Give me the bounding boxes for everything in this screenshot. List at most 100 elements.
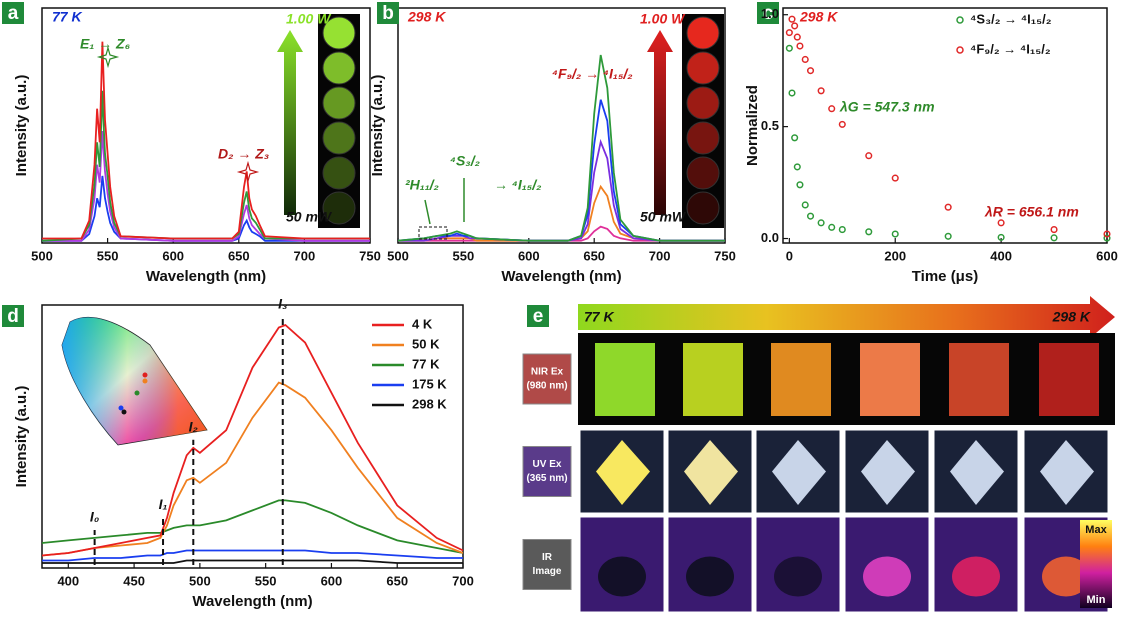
decay-point — [839, 227, 845, 233]
annotation: ²H₁₁/₂ — [405, 177, 439, 193]
x-axis-label: Wavelength (nm) — [146, 268, 266, 285]
panel-letter: e — [533, 306, 544, 327]
row-label-box — [523, 540, 571, 590]
legend-label: 4 K — [412, 316, 433, 331]
legend-label: 77 K — [412, 356, 440, 371]
gradient-start: 77 K — [584, 309, 614, 325]
decay-point — [797, 182, 803, 188]
annotation: 298 K — [407, 9, 446, 25]
decay-point — [787, 45, 793, 51]
marker-label: I₃ — [278, 296, 287, 312]
ir-sample — [686, 557, 734, 597]
decay-point — [998, 220, 1004, 226]
x-tick-label: 600 — [518, 248, 540, 263]
x-tick-label: 600 — [1096, 248, 1118, 263]
y-axis-label: Intensity (a.u.) — [369, 75, 386, 177]
marker-label: I₀ — [90, 509, 100, 525]
cie-point — [143, 373, 148, 378]
colorbar-max: Max — [1085, 524, 1107, 536]
emission-photo — [323, 157, 355, 189]
x-tick-label: 400 — [990, 248, 1012, 263]
x-tick-label: 0 — [786, 248, 793, 263]
legend-label: 175 K — [412, 376, 447, 391]
legend-marker — [957, 47, 963, 53]
panel-letter: b — [382, 3, 394, 24]
row-label-box — [523, 354, 571, 404]
colorbar-min: Min — [1087, 594, 1106, 606]
nir-photo — [949, 343, 1009, 416]
row-label: UV Ex — [533, 459, 562, 470]
y-tick-label: 0.5 — [761, 118, 779, 133]
decay-point — [802, 202, 808, 208]
y-axis-label: Intensity (a.u.) — [13, 386, 30, 488]
row-sublabel: (365 nm) — [526, 473, 567, 484]
power-arrow — [647, 30, 673, 215]
annotation: ⁴S₃/₂ — [450, 153, 480, 169]
cie-point — [135, 391, 140, 396]
decay-point — [818, 220, 824, 226]
x-tick-label: 500 — [189, 573, 211, 588]
nir-photo — [595, 343, 655, 416]
x-tick-label: 500 — [31, 248, 53, 263]
cie-point — [119, 406, 124, 411]
annotation: D₂ → Z₃ — [218, 146, 269, 162]
decay-point — [1051, 227, 1057, 233]
annotation: E₁ → Z₆ — [80, 36, 131, 52]
decay-point — [808, 213, 814, 219]
decay-point — [789, 16, 795, 22]
decay-point — [797, 43, 803, 49]
decay-point — [829, 106, 835, 112]
x-tick-label: 650 — [583, 248, 605, 263]
x-tick-label: 750 — [359, 248, 381, 263]
cie-overlay — [62, 317, 207, 445]
x-tick-label: 550 — [453, 248, 475, 263]
gradient-end: 298 K — [1052, 309, 1091, 325]
x-tick-label: 550 — [97, 248, 119, 263]
ir-sample — [774, 557, 822, 597]
legend-label: 50 K — [412, 336, 440, 351]
annotation: 1.00 W — [640, 11, 686, 27]
ir-sample — [952, 557, 1000, 597]
x-axis-label: Wavelength (nm) — [501, 268, 621, 285]
y-tick-label: 1.0 — [761, 6, 779, 21]
y-axis-label: Intensity (a.u.) — [13, 75, 30, 177]
decay-point — [829, 225, 835, 231]
x-tick-label: 750 — [714, 248, 736, 263]
emission-photo — [687, 157, 719, 189]
decay-point — [866, 229, 872, 235]
nir-photo — [771, 343, 831, 416]
row-label: NIR Ex — [531, 367, 564, 378]
emission-photo — [323, 122, 355, 154]
emission-photo — [687, 122, 719, 154]
decay-point — [789, 90, 795, 96]
spectrum-line — [398, 142, 725, 241]
decay-point — [808, 68, 814, 74]
x-tick-label: 200 — [884, 248, 906, 263]
x-tick-label: 600 — [162, 248, 184, 263]
decay-point — [792, 135, 798, 141]
x-tick-label: 500 — [387, 248, 409, 263]
legend-label: ⁴F₉/₂ → ⁴I₁₅/₂ — [970, 41, 1051, 56]
x-tick-label: 700 — [452, 573, 474, 588]
x-tick-label: 650 — [228, 248, 250, 263]
legend-marker — [957, 17, 963, 23]
ir-sample — [863, 557, 911, 597]
x-tick-label: 700 — [294, 248, 316, 263]
ir-sample — [598, 557, 646, 597]
x-tick-label: 650 — [386, 573, 408, 588]
decay-point — [892, 231, 898, 237]
decay-point — [792, 23, 798, 29]
panel-letter: a — [8, 3, 19, 24]
annotation: 77 K — [52, 9, 82, 25]
cie-point — [143, 379, 148, 384]
row-label: IR — [542, 552, 553, 563]
nir-photo — [860, 343, 920, 416]
row-label-box — [523, 447, 571, 497]
marker-label: I₁ — [159, 496, 168, 512]
emission-photo — [687, 87, 719, 119]
emission-photo — [323, 87, 355, 119]
decay-point — [794, 164, 800, 170]
marker-label: I₂ — [189, 418, 198, 434]
spectrum-line — [42, 551, 463, 561]
x-axis-label: Wavelength (nm) — [192, 593, 312, 610]
